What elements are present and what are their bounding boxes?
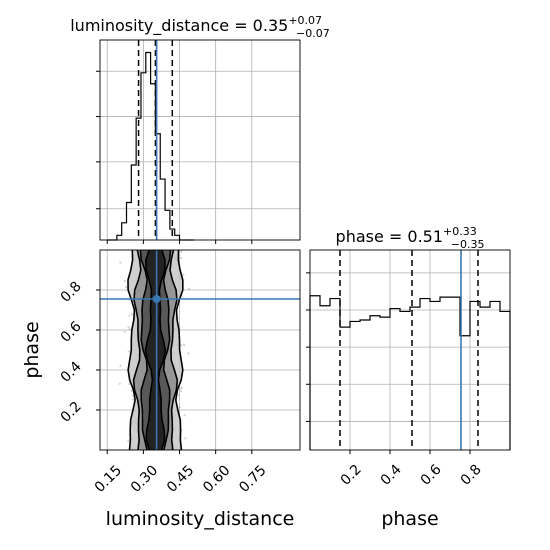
scatter-point: [123, 330, 126, 333]
x-tick-label: 0.45: [164, 462, 197, 495]
x-tick-label: 0.6: [418, 462, 445, 489]
scatter-point: [183, 414, 186, 417]
x-tick-label: 0.30: [128, 462, 161, 495]
scatter-point: [180, 250, 183, 253]
y-axis-label-phase: phase: [21, 321, 43, 378]
phase-histogram-step: [309, 295, 511, 450]
scatter-point: [130, 389, 133, 392]
luminosity-distance-histogram-panel: [96, 39, 301, 244]
scatter-point: [187, 352, 190, 355]
scatter-point: [187, 287, 191, 290]
scatter-point: [119, 364, 122, 367]
scatter-point: [183, 343, 186, 347]
scatter-point: [179, 256, 183, 260]
scatter-point: [124, 286, 128, 289]
scatter-point: [184, 437, 187, 440]
scatter-point: [131, 389, 134, 392]
scatter-point: [127, 440, 130, 443]
x-tick-label: 0.2: [338, 462, 365, 489]
contour-line: [144, 249, 154, 451]
scatter-point: [177, 394, 180, 397]
scatter-point: [131, 398, 134, 401]
scatter-point: [130, 313, 134, 316]
contour-line: [174, 249, 184, 451]
panel-frame: [309, 249, 511, 451]
scatter-point: [180, 387, 183, 390]
scatter-point: [178, 406, 181, 409]
x-tick-label: 0.75: [236, 462, 269, 495]
panel-frame: [99, 39, 301, 241]
luminosity-distance-histogram-step: [107, 51, 194, 241]
x-tick-label: 0.15: [92, 462, 125, 495]
scatter-point: [128, 328, 131, 331]
phase-title: phase = 0.51+0.33 −0.35: [336, 225, 485, 251]
scatter-point: [128, 314, 131, 317]
y-tick-label: 0.6: [58, 319, 85, 346]
scatter-point: [180, 344, 183, 347]
scatter-point: [182, 273, 185, 276]
x-tick-label: 0.4: [378, 462, 405, 489]
contour-line: [157, 249, 167, 451]
scatter-point: [179, 390, 183, 393]
truth-point: [152, 295, 161, 303]
phase-histogram-panel: 0.2 0.4 0.6 0.8: [306, 249, 511, 489]
scatter-point: [123, 280, 126, 283]
contour-line: [132, 249, 142, 451]
scatter-point: [127, 350, 130, 353]
scatter-point: [127, 326, 130, 329]
x-axis-label-luminosity-distance: luminosity_distance: [106, 508, 295, 530]
y-tick-label: 0.8: [58, 279, 85, 306]
contour-line: [127, 249, 136, 451]
x-tick-label: 0.8: [458, 462, 485, 489]
contour-line: [162, 249, 172, 451]
contour-line: [139, 249, 149, 451]
contour-line: [169, 249, 179, 451]
scatter-point: [118, 382, 121, 385]
y-tick-label: 0.4: [58, 359, 85, 386]
scatter-contour-panel: 0.15 0.30 0.45 0.60 0.75 0.2 0.4 0.6 0.8: [58, 249, 301, 496]
panel-frame: [99, 249, 301, 451]
scatter-point: [128, 382, 131, 386]
scatter-point: [119, 261, 122, 264]
x-axis-label-phase: phase: [381, 508, 438, 530]
x-tick-label: 0.60: [200, 462, 233, 495]
luminosity-distance-title: luminosity_distance = 0.35+0.07 −0.07: [70, 14, 330, 40]
y-tick-label: 0.2: [58, 399, 85, 426]
scatter-point: [180, 386, 183, 389]
